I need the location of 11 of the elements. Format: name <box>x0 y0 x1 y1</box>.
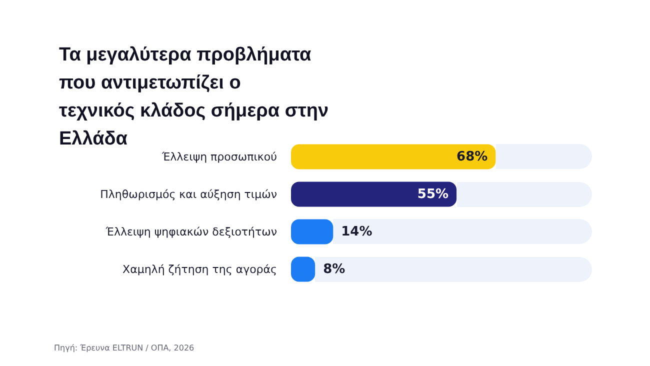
bar <box>291 219 334 244</box>
data-label: 14% <box>341 224 372 240</box>
data-label: 68% <box>456 149 488 164</box>
data-label: 8% <box>323 262 346 277</box>
y-tick-label: Έλλειψη προσωπικού <box>160 150 277 164</box>
y-tick-label: Πληθωρισμός και αύξηση τιμών <box>100 188 277 201</box>
text: Πηγή: Έρευνα ELTRUN / ΟΠΑ, 2026 <box>54 344 194 352</box>
data-label: 55% <box>417 186 449 202</box>
y-tick-label: Χαμηλή ζήτηση της αγοράς <box>122 262 277 276</box>
y-tick-label: Έλλειψη ψηφιακών δεξιοτήτων <box>104 225 277 238</box>
chart-title: Τα μεγαλύτερα προβλήματα που αντιμετωπίζει ο τεχνικός κλάδος σήμερα στην Ελλάδα <box>59 44 334 150</box>
